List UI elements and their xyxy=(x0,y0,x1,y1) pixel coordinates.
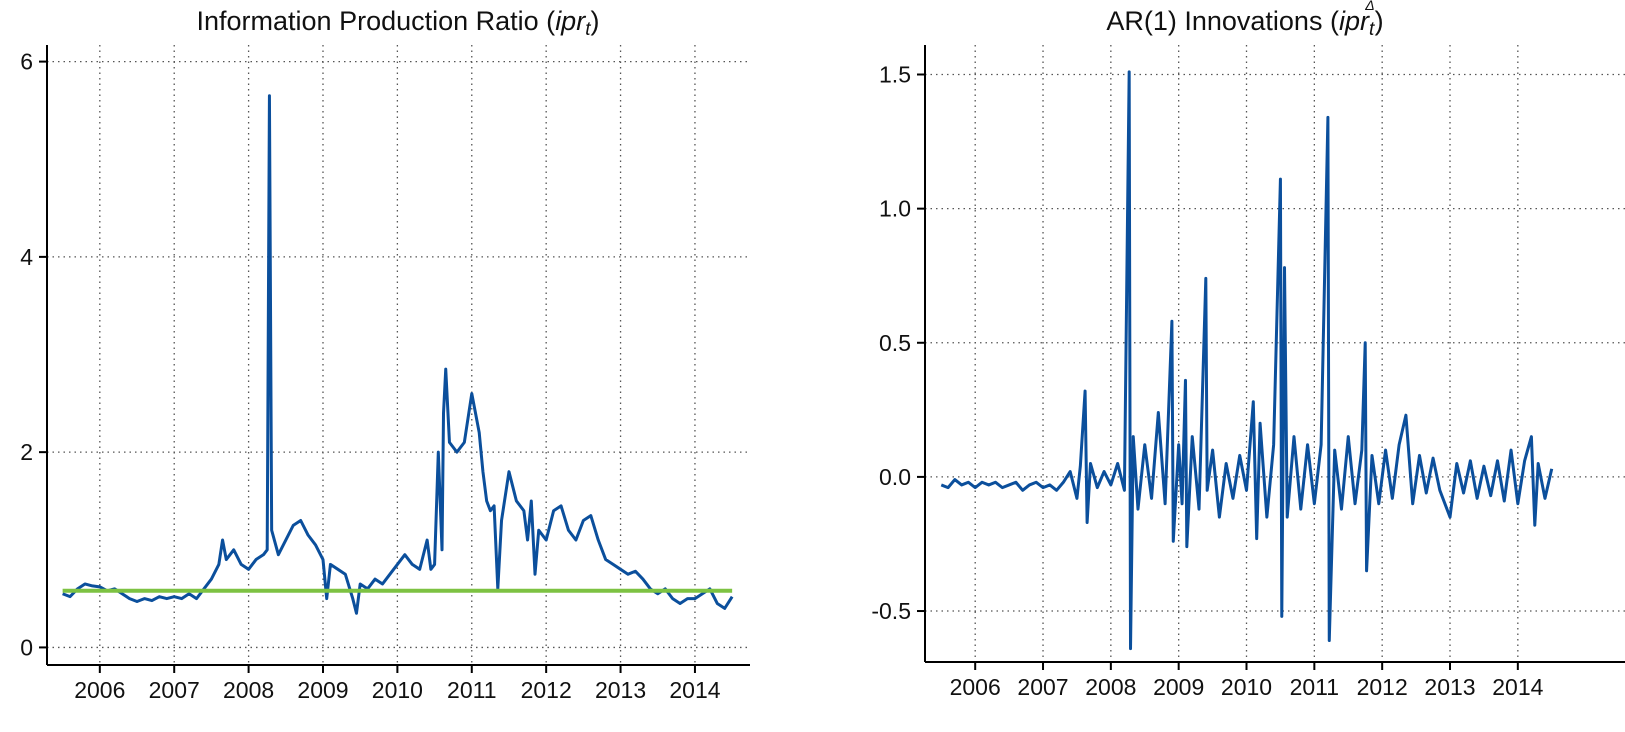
y-tick-label: 1.0 xyxy=(879,196,911,222)
title-part: ipr xyxy=(1339,6,1370,36)
x-tick-label: 2012 xyxy=(521,677,572,703)
x-tick-label: 2007 xyxy=(1017,674,1068,700)
chart-title: Information Production Ratio (iprt) xyxy=(197,6,600,40)
x-tick-label: 2011 xyxy=(1290,674,1339,700)
x-tick-label: 2011 xyxy=(447,677,496,703)
x-tick-label: 2009 xyxy=(1153,674,1204,700)
title-part: Information Production Ratio ( xyxy=(197,6,556,36)
y-tick-label: 0.5 xyxy=(879,330,911,356)
panel: AR(1) Innovations (iprtΔ) -0.5 0.0 0.5 1.0 1.… xyxy=(871,0,1625,700)
y-tick-label: -0.5 xyxy=(871,598,911,624)
y-tick-label: 6 xyxy=(20,49,33,75)
title-part: ) xyxy=(590,6,599,36)
title-part: Δ xyxy=(1364,0,1374,13)
x-tick-label: 2010 xyxy=(1221,674,1272,700)
x-tick-label: 2006 xyxy=(950,674,1001,700)
y-tick-label: 2 xyxy=(20,439,33,465)
x-tick-label: 2009 xyxy=(297,677,348,703)
panel: Information Production Ratio (iprt) 0 2 4 6 2… xyxy=(20,6,750,703)
title-part: AR(1) Innovations ( xyxy=(1106,6,1339,36)
x-tick-label: 2013 xyxy=(595,677,646,703)
y-tick-label: 4 xyxy=(20,244,33,270)
y-tick-label: 1.5 xyxy=(879,62,911,88)
title-part: t xyxy=(585,19,591,40)
data-line xyxy=(940,70,1554,651)
x-tick-label: 2014 xyxy=(669,677,720,703)
title-part: ipr xyxy=(555,6,586,36)
x-tick-label: 2008 xyxy=(223,677,274,703)
title-part: t xyxy=(1369,19,1375,40)
y-tick-label: 0.0 xyxy=(879,464,911,490)
x-tick-label: 2013 xyxy=(1424,674,1475,700)
data-line xyxy=(62,94,734,615)
x-tick-label: 2007 xyxy=(149,677,200,703)
x-tick-label: 2012 xyxy=(1357,674,1408,700)
y-tick-label: 0 xyxy=(20,634,33,660)
x-tick-label: 2014 xyxy=(1492,674,1543,700)
chart-title: AR(1) Innovations (iprtΔ) xyxy=(1106,0,1383,40)
x-tick-label: 2010 xyxy=(372,677,423,703)
x-tick-label: 2008 xyxy=(1085,674,1136,700)
title-part: ) xyxy=(1375,6,1384,36)
x-tick-label: 2006 xyxy=(74,677,125,703)
